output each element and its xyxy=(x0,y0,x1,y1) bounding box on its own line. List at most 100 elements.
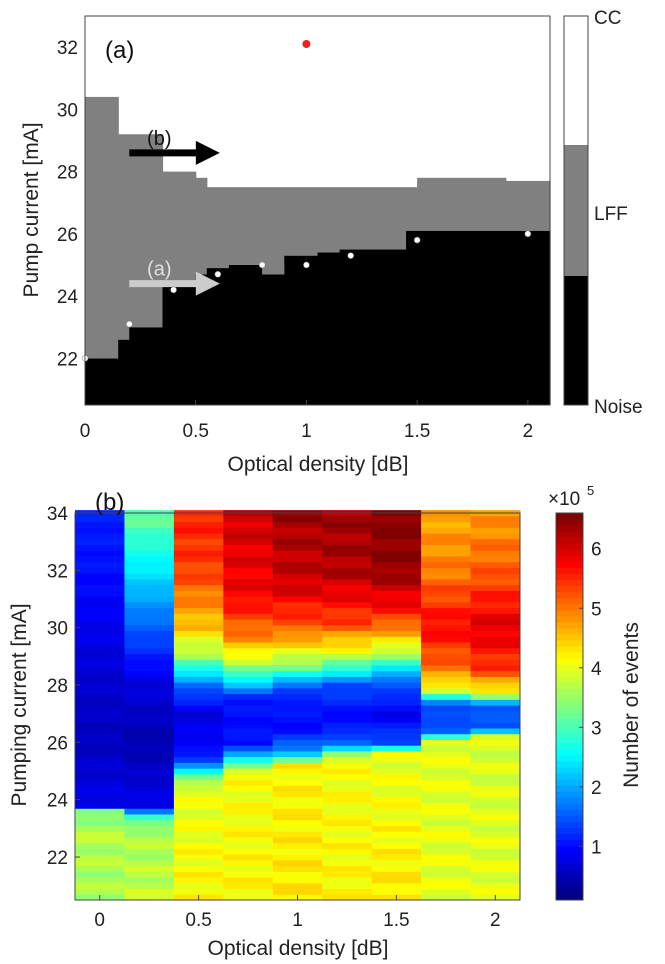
heatmap-cell xyxy=(124,578,175,586)
colorbar-step xyxy=(556,803,583,810)
heatmap-cell xyxy=(124,538,175,546)
heatmap-cell xyxy=(173,859,224,867)
heatmap-cell xyxy=(322,894,373,901)
panel-a-arrows: (b) (a) xyxy=(129,128,220,296)
heatmap-cell xyxy=(470,515,521,523)
heatmap-cell xyxy=(421,590,472,597)
heatmap-cell xyxy=(223,831,274,838)
heatmap-cell xyxy=(173,647,224,654)
heatmap-cell xyxy=(371,819,422,826)
heatmap-cell xyxy=(124,561,175,568)
heatmap-cell xyxy=(173,705,224,712)
heatmap-cell xyxy=(75,750,125,758)
heatmap-cell xyxy=(75,825,125,832)
colorbar-step xyxy=(556,887,583,895)
heatmap-cell xyxy=(371,739,422,746)
heatmap-cell xyxy=(124,848,175,855)
heatmap-cell xyxy=(124,739,175,746)
colorbar-step xyxy=(556,531,583,538)
heatmap-cell xyxy=(272,785,323,792)
heatmap-cell xyxy=(223,750,274,758)
heatmap-cell xyxy=(173,624,224,632)
heatmap-cell xyxy=(322,716,373,723)
heatmap-cell xyxy=(371,728,422,735)
heatmap-cell xyxy=(272,756,323,763)
heatmap-cell xyxy=(272,693,323,700)
lff-region-1 xyxy=(118,134,130,340)
heatmap-cell xyxy=(421,859,472,867)
heatmap-cell xyxy=(371,544,422,551)
colorbar-step xyxy=(556,670,583,677)
noise-region-10 xyxy=(339,249,407,405)
heatmap-cell xyxy=(124,601,175,609)
heatmap-cell xyxy=(371,699,422,706)
colorbar-lff xyxy=(564,145,588,276)
heatmap-cell xyxy=(223,544,274,551)
x-tick-label: 0.5 xyxy=(183,421,209,442)
colorbar-step xyxy=(556,664,583,671)
colorbar-tick-label: 3 xyxy=(591,718,602,739)
heatmap-cell xyxy=(470,836,521,844)
noise-region-13 xyxy=(505,230,551,405)
heatmap-cell xyxy=(322,584,373,591)
heatmap-cell xyxy=(421,768,472,775)
heatmap-cell xyxy=(470,670,521,677)
heatmap-cell xyxy=(322,814,373,821)
heatmap-cell xyxy=(371,687,422,695)
heatmap-cell xyxy=(470,722,521,729)
heatmap-cell xyxy=(421,814,472,821)
colorbar-step xyxy=(556,525,583,532)
heatmap-cell xyxy=(223,796,274,804)
heatmap-cell xyxy=(470,779,521,786)
heatmap-cell xyxy=(223,836,274,844)
heatmap-cell xyxy=(272,642,323,649)
heatmap-cell xyxy=(75,590,125,597)
heatmap-cell xyxy=(421,550,472,557)
heatmap-cell xyxy=(470,642,521,649)
heatmap-cell xyxy=(470,601,521,609)
heatmap-cell xyxy=(75,584,125,591)
threshold-point xyxy=(303,261,310,269)
heatmap-cell xyxy=(223,619,274,626)
heatmap-cell xyxy=(223,676,274,683)
heatmap-cell xyxy=(223,739,274,746)
heatmap-cell xyxy=(371,653,422,660)
colorbar-step xyxy=(556,773,583,780)
heatmap-cell xyxy=(371,710,422,718)
heatmap-cell xyxy=(124,647,175,654)
heatmap-cell xyxy=(322,756,373,763)
heatmap-cell xyxy=(470,653,521,660)
heatmap-cell xyxy=(322,636,373,643)
heatmap-cell xyxy=(75,653,125,660)
heatmap-cell xyxy=(272,733,323,740)
heatmap-cell xyxy=(470,521,521,528)
colorbar-step xyxy=(556,621,583,629)
heatmap-cell xyxy=(371,888,422,895)
heatmap-cell xyxy=(470,750,521,758)
y-tick-label: 32 xyxy=(47,561,68,582)
heatmap-cell xyxy=(421,842,472,849)
colorbar-step xyxy=(556,845,583,853)
heatmap-cell xyxy=(223,710,274,718)
heatmap-cell xyxy=(470,550,521,557)
heatmap-cell xyxy=(421,687,472,695)
heatmap-cell xyxy=(322,550,373,557)
heatmap-cell xyxy=(371,842,422,849)
heatmap-cell xyxy=(223,785,274,792)
heatmap-cell xyxy=(322,705,373,712)
heatmap-cell xyxy=(223,791,274,798)
panel-b-colorbar: 1 2 3 4 5 6 ×10 5 Number of events xyxy=(548,483,643,901)
heatmap-cell xyxy=(173,596,224,603)
heatmap-cell xyxy=(75,624,125,632)
heatmap-cell xyxy=(173,888,224,895)
heatmap-cell xyxy=(223,865,274,872)
heatmap-cell xyxy=(421,825,472,832)
heatmap-cell xyxy=(75,773,125,781)
heatmap-cell xyxy=(371,533,422,540)
heatmap-cell xyxy=(272,544,323,551)
colorbar-step xyxy=(556,658,583,665)
heatmap-cell xyxy=(322,779,373,786)
heatmap-cell xyxy=(470,613,521,620)
heatmap-cell xyxy=(371,515,422,523)
heatmap-cell xyxy=(173,785,224,792)
